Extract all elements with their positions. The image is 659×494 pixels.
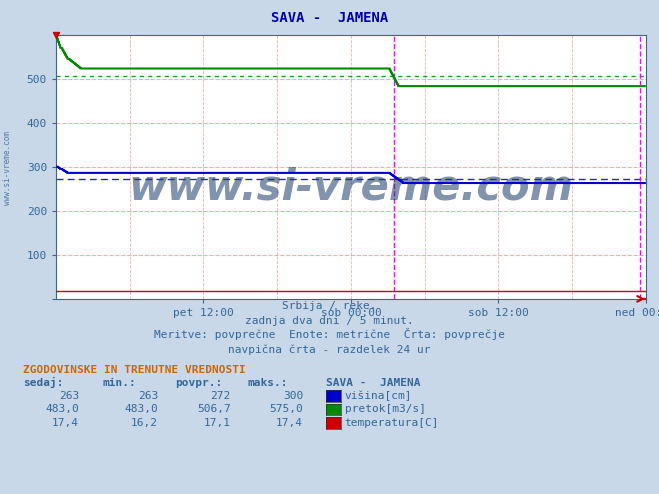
Text: 300: 300: [283, 391, 303, 401]
Text: 17,4: 17,4: [52, 418, 79, 428]
Text: 483,0: 483,0: [125, 405, 158, 414]
Text: maks.:: maks.:: [247, 378, 287, 388]
Text: 575,0: 575,0: [270, 405, 303, 414]
Text: Meritve: povprečne  Enote: metrične  Črta: povprečje: Meritve: povprečne Enote: metrične Črta:…: [154, 329, 505, 340]
Text: www.si-vreme.com: www.si-vreme.com: [3, 131, 13, 205]
Text: zadnja dva dni / 5 minut.: zadnja dva dni / 5 minut.: [245, 316, 414, 326]
Text: 506,7: 506,7: [197, 405, 231, 414]
Text: 263: 263: [59, 391, 79, 401]
Text: 16,2: 16,2: [131, 418, 158, 428]
Text: 483,0: 483,0: [45, 405, 79, 414]
Text: SAVA -  JAMENA: SAVA - JAMENA: [326, 378, 420, 388]
Text: navpična črta - razdelek 24 ur: navpična črta - razdelek 24 ur: [228, 345, 431, 355]
Text: ZGODOVINSKE IN TRENUTNE VREDNOSTI: ZGODOVINSKE IN TRENUTNE VREDNOSTI: [23, 365, 246, 375]
Text: temperatura[C]: temperatura[C]: [345, 418, 439, 428]
Text: SAVA -  JAMENA: SAVA - JAMENA: [271, 11, 388, 25]
Text: povpr.:: povpr.:: [175, 378, 222, 388]
Text: 272: 272: [210, 391, 231, 401]
Text: sedaj:: sedaj:: [23, 377, 63, 388]
Text: Srbija / reke.: Srbija / reke.: [282, 301, 377, 311]
Text: 263: 263: [138, 391, 158, 401]
Text: 17,1: 17,1: [204, 418, 231, 428]
Text: 17,4: 17,4: [276, 418, 303, 428]
Text: višina[cm]: višina[cm]: [345, 391, 412, 401]
Text: pretok[m3/s]: pretok[m3/s]: [345, 405, 426, 414]
Text: min.:: min.:: [102, 378, 136, 388]
Text: www.si-vreme.com: www.si-vreme.com: [129, 167, 573, 209]
